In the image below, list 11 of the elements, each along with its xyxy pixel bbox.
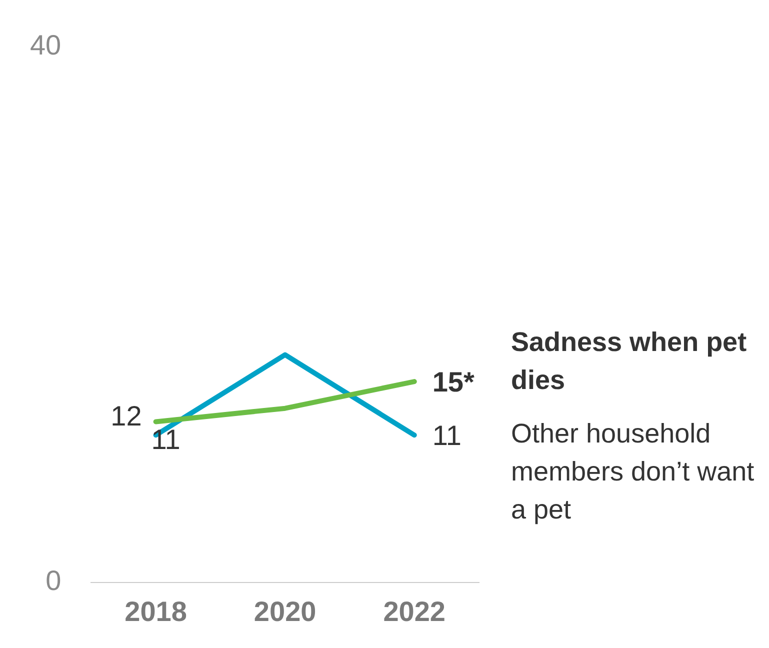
data-label: 12 <box>110 400 142 432</box>
x-tick-label: 2022 <box>383 596 446 627</box>
text: Sadness when pet dies <box>511 327 747 396</box>
data-label: 15* <box>432 366 474 398</box>
data-label: 11 <box>432 420 462 451</box>
text: Other household members don’t want a pet <box>511 418 755 525</box>
x-tick-label: 2018 <box>124 596 187 627</box>
y-tick-label: 0 <box>46 565 62 596</box>
data-label: 11 <box>151 424 180 455</box>
x-tick-label: 2020 <box>254 596 316 627</box>
y-tick-label: 40 <box>30 30 62 61</box>
